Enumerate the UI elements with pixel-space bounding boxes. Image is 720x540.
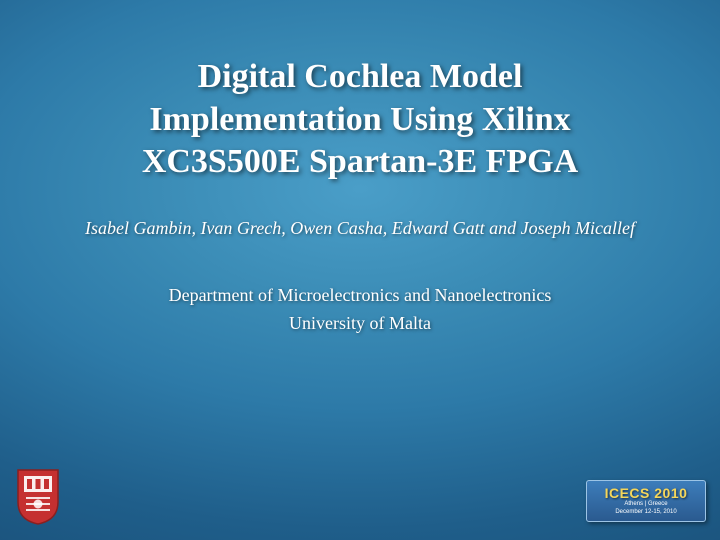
university-crest-icon (14, 468, 62, 526)
affiliation: Department of Microelectronics and Nanoe… (40, 282, 680, 338)
dept-line-1: Department of Microelectronics and Nanoe… (169, 285, 552, 305)
slide-title: Digital Cochlea Model Implementation Usi… (60, 56, 660, 184)
conference-name: ICECS 2010 (605, 486, 688, 500)
title-slide: Digital Cochlea Model Implementation Usi… (0, 0, 720, 540)
conference-dates: December 12-15, 2010 (615, 509, 676, 516)
conference-badge: ICECS 2010 Athens | Greece December 12-1… (586, 480, 706, 522)
dept-line-2: University of Malta (289, 313, 431, 333)
title-line-1: Digital Cochlea Model (198, 58, 523, 95)
author-list: Isabel Gambin, Ivan Grech, Owen Casha, E… (40, 216, 680, 241)
title-line-3: XC3S500E Spartan-3E FPGA (142, 143, 578, 180)
title-line-2: Implementation Using Xilinx (149, 101, 570, 138)
conference-location: Athens | Greece (624, 501, 667, 508)
